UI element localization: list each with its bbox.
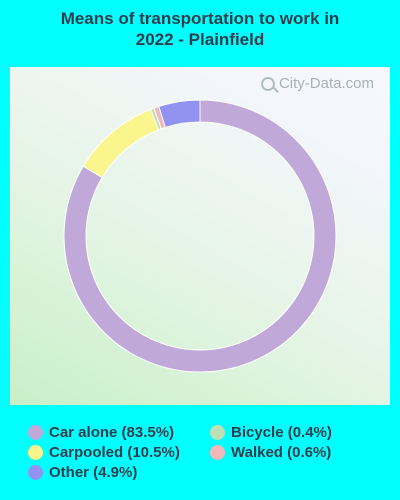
donut-chart [63, 99, 337, 373]
chart-panel: City-Data.com [10, 67, 390, 405]
legend-item-walked: Walked (0.6%) [210, 444, 331, 461]
chart-title: Means of transportation to work in 2022 … [0, 8, 400, 50]
legend-item-car-alone: Car alone (83.5%) [28, 424, 174, 441]
chart-title-line-1: Means of transportation to work in [60, 9, 340, 28]
legend-item-other: Other (4.9%) [28, 464, 137, 481]
legend-item-carpooled: Carpooled (10.5%) [28, 444, 180, 461]
watermark-text: City-Data.com [278, 75, 374, 92]
legend-swatch-other [28, 465, 43, 480]
legend-swatch-walked [210, 445, 225, 460]
magnifier-icon [260, 76, 275, 91]
chart-title-line-2: 2022 - Plainfield [135, 30, 265, 49]
legend-label-bicycle: Bicycle (0.4%) [231, 424, 332, 441]
legend-item-bicycle: Bicycle (0.4%) [210, 424, 332, 441]
donut-slice-car-alone [63, 99, 337, 373]
watermark: City-Data.com [260, 75, 374, 92]
legend-swatch-car-alone [28, 425, 43, 440]
legend-label-car-alone: Car alone (83.5%) [49, 424, 175, 441]
legend-label-other: Other (4.9%) [49, 464, 138, 481]
legend-label-walked: Walked (0.6%) [231, 444, 332, 461]
donut-slice-other [158, 99, 201, 128]
legend-swatch-bicycle [210, 425, 225, 440]
legend-label-carpooled: Carpooled (10.5%) [49, 444, 180, 461]
donut-slice-carpooled [82, 108, 160, 179]
legend-swatch-carpooled [28, 445, 43, 460]
